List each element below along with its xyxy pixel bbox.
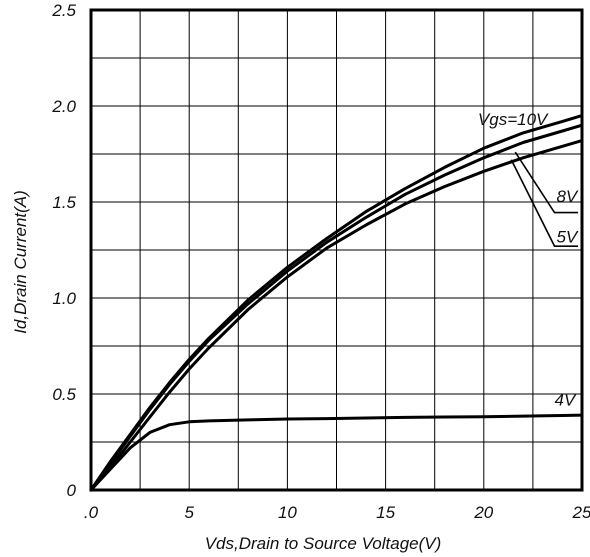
y-tick-label: 2.0 — [51, 97, 76, 116]
y-tick-labels: 0 0.5 1.0 1.5 2.0 2.5 — [51, 1, 76, 500]
y-tick-label: 2.5 — [51, 1, 76, 20]
x-tick-label: .0 — [84, 503, 99, 522]
y-tick-label: 0 — [67, 481, 77, 500]
plot-frame — [89, 8, 584, 492]
y-axis-title: Id,Drain Current(A) — [11, 190, 30, 334]
x-tick-label: 10 — [278, 503, 297, 522]
leader-line-8v — [514, 151, 579, 214]
curve-8v — [89, 123, 584, 492]
x-tick-labels: .0 5 10 15 20 25 — [84, 503, 590, 522]
y-tick-label: 1.0 — [52, 289, 76, 308]
x-axis-title: Vds,Drain to Source Voltage(V) — [205, 534, 442, 553]
x-tick-label: 20 — [473, 503, 493, 522]
y-tick-label: 0.5 — [52, 385, 76, 404]
curves — [89, 114, 584, 492]
curve-label: 8V — [556, 187, 578, 206]
curve-5v — [89, 139, 584, 492]
x-tick-label: 25 — [572, 503, 590, 522]
x-tick-label: 15 — [376, 503, 395, 522]
leader-line-5v — [510, 159, 579, 247]
curve-4v — [89, 413, 584, 492]
curve-labels: Vgs=10V 8V 5V 4V — [478, 110, 579, 409]
curve-label: 5V — [556, 227, 578, 246]
curve-label: 4V — [555, 391, 577, 410]
x-tick-label: 5 — [184, 503, 194, 522]
grid-lines — [91, 10, 582, 490]
label-leader-lines — [510, 151, 579, 247]
y-tick-label: 1.5 — [52, 193, 76, 212]
curve-label: Vgs=10V — [478, 110, 549, 129]
